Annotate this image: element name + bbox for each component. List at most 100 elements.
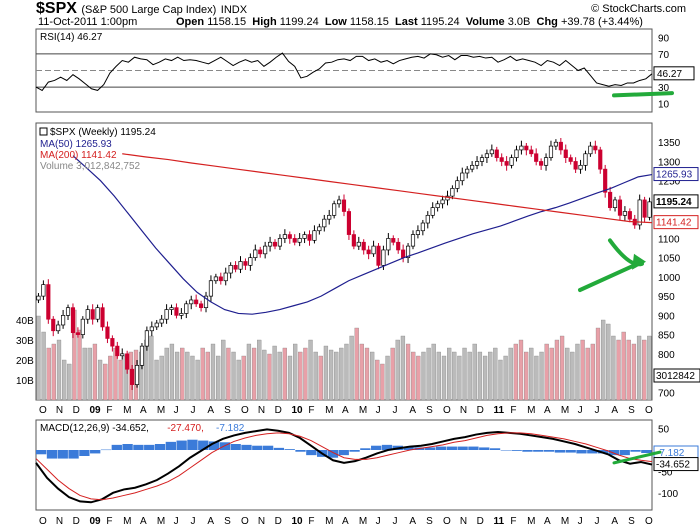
volume-bar	[524, 351, 529, 401]
x-axis-label: S	[224, 405, 231, 416]
candle-body	[529, 149, 534, 155]
macd-hist-bar	[57, 450, 68, 459]
candle-body	[401, 249, 406, 259]
candle-body	[56, 324, 61, 332]
macd-x-axis-label: S	[628, 516, 635, 527]
candle-body	[233, 264, 238, 270]
candle-body	[85, 309, 90, 320]
volume-bar	[46, 347, 51, 401]
candle-body	[553, 141, 558, 147]
macd-hist-bar	[79, 450, 90, 456]
volume-bar	[185, 351, 190, 401]
volume-bar	[400, 335, 406, 401]
candle-body	[248, 257, 253, 266]
volume-bar	[570, 351, 575, 401]
rsi-last-label: 46.27	[657, 69, 682, 80]
candle-body	[484, 153, 489, 158]
candle-body	[474, 161, 480, 166]
macd-x-axis-label: O	[645, 516, 653, 527]
candle-body	[341, 199, 347, 212]
volume-bar	[67, 363, 72, 401]
volume-bar	[601, 319, 606, 401]
volume-bar	[313, 351, 318, 401]
candle-body	[534, 153, 539, 162]
candle-body	[509, 157, 514, 166]
macd-x-axis-label: F	[308, 516, 314, 527]
volume-bar	[482, 355, 488, 401]
x-axis-label: O	[39, 405, 47, 416]
candle-body	[465, 168, 470, 174]
macd-hist-bar	[630, 450, 641, 452]
volume-bar	[190, 355, 195, 401]
candle-body	[346, 211, 352, 235]
macd-hist-bar	[554, 450, 566, 453]
volume-bar	[447, 347, 452, 401]
x-axis-label: 09	[90, 405, 102, 416]
macd-hist-bar	[111, 444, 122, 450]
macd-hist-bar	[479, 447, 490, 450]
candle-body	[292, 238, 297, 243]
macd-hist-bar	[565, 450, 576, 453]
volume-axis-label: 40B	[16, 316, 34, 327]
macd-x-axis-label: D	[477, 516, 484, 527]
macd-x-axis-label: A	[544, 516, 551, 527]
volume-bar	[318, 355, 323, 401]
macd-hist-bar	[543, 450, 555, 452]
volume-bar	[174, 351, 180, 401]
volume-bar	[626, 339, 631, 401]
x-axis-label: D	[275, 405, 282, 416]
volume-bar	[395, 339, 400, 401]
volume-bar	[544, 343, 549, 401]
low-label: Low	[324, 16, 347, 28]
macd-legend-item: -7.182	[216, 423, 245, 434]
x-axis-label: O	[443, 405, 451, 416]
candle-body	[258, 249, 263, 255]
candle-body	[218, 276, 223, 282]
open-label: Open	[176, 16, 205, 28]
candle-body	[351, 234, 356, 247]
chg-value: +39.78 (+3.44%)	[560, 16, 643, 28]
macd-last-label: -34.652	[656, 460, 690, 471]
macd-last-box	[653, 457, 699, 472]
x-axis-label: J	[191, 405, 196, 416]
price-tick-label: 1350	[658, 138, 681, 149]
volume-bar	[595, 327, 601, 401]
candle-body	[425, 214, 430, 224]
x-axis-label: J	[393, 405, 398, 416]
macd-x-axis-label: A	[207, 516, 214, 527]
x-axis-label: M	[157, 405, 165, 416]
candle-body	[317, 226, 322, 232]
volume-bar	[513, 343, 518, 401]
volume-bar	[200, 347, 205, 401]
candle-body	[184, 303, 189, 314]
candle-body	[332, 203, 337, 216]
macd-hist-bar	[533, 450, 544, 452]
volume-bar	[488, 351, 493, 401]
volume-bar	[216, 355, 221, 401]
macd-x-axis-label: O	[443, 516, 451, 527]
volume-bar	[41, 331, 46, 401]
macd-x-axis-label: J	[376, 516, 381, 527]
volume-bar	[380, 363, 385, 401]
volume-bar	[354, 327, 359, 401]
candle-body	[253, 249, 258, 259]
macd-x-axis-label: M	[157, 516, 165, 527]
candle-body	[213, 276, 218, 282]
price-tick-label: 700	[658, 388, 675, 399]
macd-hist-bar	[371, 445, 382, 450]
volume-bar	[590, 343, 595, 401]
macd-hist-bar	[425, 447, 436, 450]
volume-bar	[51, 343, 56, 401]
candle-body	[139, 345, 145, 366]
volume-bar	[493, 347, 498, 401]
macd-hist-bar	[187, 439, 198, 450]
macd-hist-bar	[500, 450, 512, 451]
macd-hist-bar	[122, 444, 133, 450]
candle-body	[637, 199, 642, 226]
x-axis-label: N	[258, 405, 265, 416]
price-last-label: 1265.93	[656, 170, 693, 181]
ma50-line	[72, 155, 653, 315]
macd-x-axis-label: M	[561, 516, 569, 527]
macd-x-axis-label: A	[409, 516, 416, 527]
volume-bar	[210, 343, 216, 401]
